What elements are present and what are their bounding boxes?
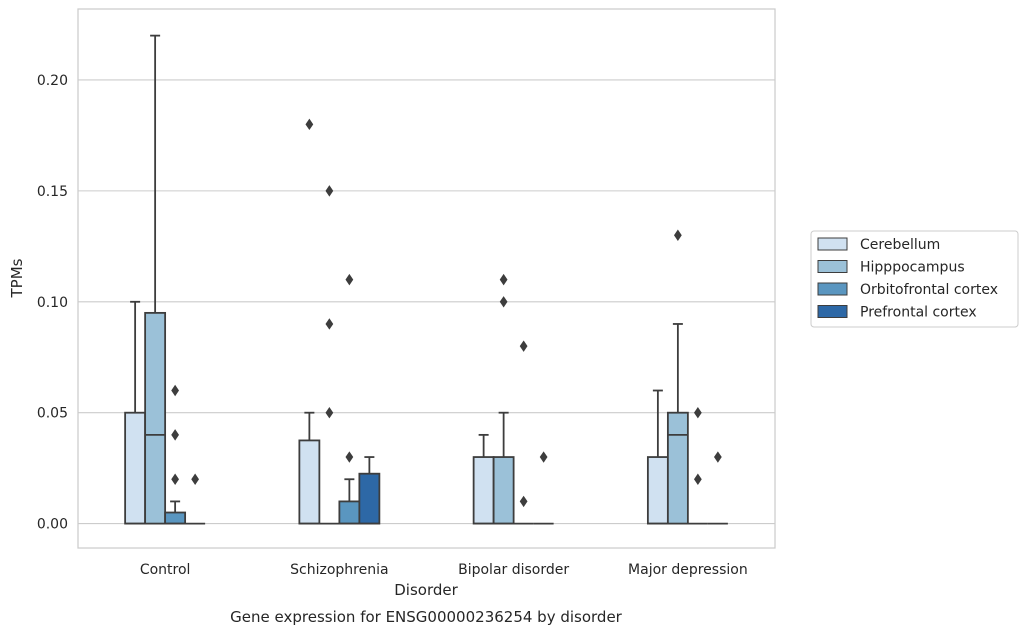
outlier-point	[499, 296, 508, 308]
legend-swatch	[817, 237, 848, 251]
series-prefrontal-cortex	[185, 451, 728, 525]
box-body	[144, 311, 167, 525]
y-tick-labels: 0.00 0.05 0.10 0.15 0.20	[37, 73, 68, 533]
box	[185, 473, 206, 525]
legend-swatch	[817, 260, 848, 273]
box	[666, 229, 689, 525]
box-body	[646, 456, 669, 525]
box	[687, 406, 708, 525]
box-body	[338, 500, 361, 525]
outlier-point	[539, 451, 548, 463]
box-body	[472, 456, 495, 525]
box-body	[666, 411, 689, 525]
box-body	[492, 456, 515, 525]
box-body	[124, 411, 147, 525]
outlier-point	[693, 406, 702, 419]
box	[298, 118, 321, 525]
x-tick-labels: Control Schizophrenia Bipolar disorder Majo…	[140, 562, 748, 578]
outlier-point	[519, 340, 528, 352]
legend-label: Prefrontal cortex	[860, 305, 977, 321]
chart-caption: Gene expression for ENSG00000236254 by d…	[230, 608, 623, 626]
legend-swatch	[817, 305, 848, 318]
outlier-point	[713, 451, 722, 463]
series-cerebellum	[124, 118, 669, 525]
box	[319, 185, 340, 525]
outlier-point	[345, 451, 354, 463]
x-tick-label: Schizophrenia	[290, 562, 388, 578]
outlier-point	[345, 273, 354, 286]
x-tick-label: Major depression	[628, 562, 748, 578]
box	[338, 273, 361, 525]
y-tick-label: 0.10	[37, 295, 68, 311]
outlier-point	[325, 318, 334, 330]
y-tick-label: 0.20	[37, 73, 68, 89]
plot-frame	[77, 8, 776, 549]
legend-label: Cerebellum	[860, 237, 940, 253]
x-tick-label: Control	[140, 562, 191, 578]
y-tick-label: 0.05	[37, 406, 68, 422]
legend-frame	[810, 230, 1019, 328]
series-orbitofrontal-cortex	[164, 273, 708, 525]
outlier-point	[325, 406, 334, 419]
outlier-point	[171, 429, 180, 441]
x-tick-label: Bipolar disorder	[458, 562, 569, 578]
outlier-point	[693, 473, 702, 485]
outlier-point	[191, 473, 200, 485]
box	[492, 273, 515, 525]
outlier-point	[171, 473, 180, 485]
series-hipppocampus	[144, 34, 689, 525]
box	[124, 300, 147, 525]
x-axis-title: Disorder	[394, 581, 458, 599]
box-body	[298, 439, 321, 525]
box	[358, 456, 381, 525]
outlier-point	[673, 229, 682, 241]
box	[533, 451, 554, 525]
box-body	[358, 472, 381, 525]
box	[513, 340, 534, 525]
legend: Cerebellum Hipppocampus Orbitofrontal cort…	[810, 230, 1019, 328]
y-tick-label: 0.15	[37, 184, 68, 200]
outlier-point	[305, 118, 314, 131]
outlier-point	[171, 384, 180, 397]
outlier-point	[325, 185, 334, 197]
box	[707, 451, 728, 525]
y-tick-label: 0.00	[37, 517, 68, 533]
box-body	[164, 511, 187, 525]
box	[144, 34, 167, 525]
legend-label: Hipppocampus	[860, 260, 965, 276]
legend-label: Orbitofrontal cortex	[860, 282, 998, 298]
legend-swatch	[817, 282, 848, 296]
outlier-point	[499, 273, 508, 286]
box-series	[124, 34, 728, 525]
y-axis-title: TPMs	[8, 258, 26, 298]
box	[164, 384, 187, 525]
outlier-point	[519, 495, 528, 508]
